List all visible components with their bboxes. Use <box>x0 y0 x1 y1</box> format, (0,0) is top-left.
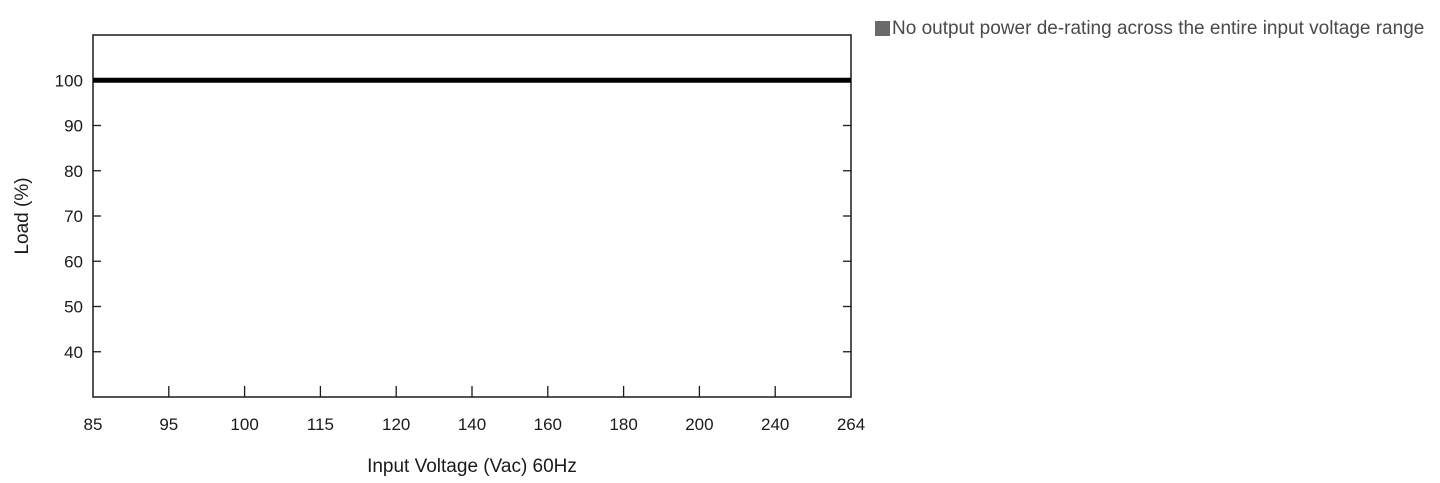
y-tick-label: 50 <box>64 298 83 317</box>
chart-note: No output power de-rating across the ent… <box>875 16 1435 42</box>
x-tick-label: 85 <box>84 415 103 434</box>
y-axis-title: Load (%) <box>12 177 33 254</box>
y-tick-label: 90 <box>64 117 83 136</box>
x-tick-label: 200 <box>685 415 713 434</box>
note-text: No output power de-rating across the ent… <box>892 18 1425 39</box>
x-tick-label: 100 <box>230 415 258 434</box>
x-tick-label: 140 <box>458 415 486 434</box>
x-tick-label: 95 <box>159 415 178 434</box>
plot-frame <box>92 34 852 398</box>
y-tick-label: 40 <box>64 343 83 362</box>
x-tick-label: 264 <box>837 415 865 434</box>
x-tick-label: 160 <box>534 415 562 434</box>
y-tick-label: 100 <box>55 71 83 90</box>
x-axis-title: Input Voltage (Vac) 60Hz <box>367 456 577 477</box>
y-tick-label: 60 <box>64 252 83 271</box>
y-tick-label: 80 <box>64 162 83 181</box>
x-tick-label: 115 <box>307 415 334 434</box>
x-tick-label: 120 <box>382 415 410 434</box>
x-axis-ticks: 85 95 100 115 120 140 160 180 200 240 264 <box>84 386 865 434</box>
y-tick-label: 70 <box>64 207 83 226</box>
derating-chart: 40 50 60 70 80 90 100 85 95 100 115 120 140 160 180 20… <box>12 34 865 477</box>
x-tick-label: 180 <box>609 415 637 434</box>
square-bullet-icon <box>875 21 890 36</box>
y-axis-ticks: 40 50 60 70 80 90 100 <box>55 71 851 362</box>
x-tick-label: 240 <box>761 415 789 434</box>
